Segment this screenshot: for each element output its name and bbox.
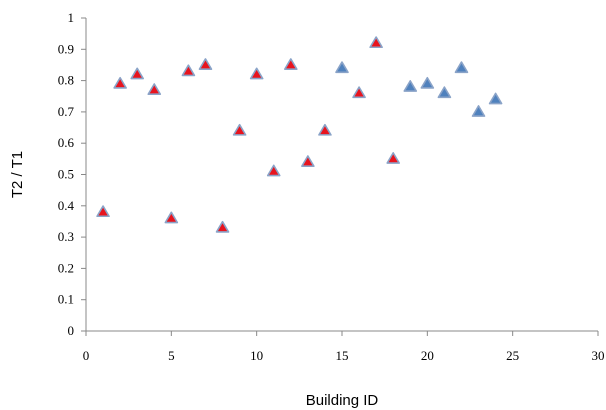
data-point bbox=[318, 123, 332, 136]
data-point bbox=[249, 67, 264, 80]
data-point bbox=[335, 61, 349, 74]
y-tick-label: 0.3 bbox=[58, 229, 74, 244]
x-tick-label: 0 bbox=[83, 348, 90, 363]
data-point bbox=[232, 123, 247, 136]
data-point bbox=[96, 205, 110, 218]
data-point bbox=[386, 152, 400, 164]
data-point bbox=[471, 105, 486, 117]
data-point bbox=[437, 86, 452, 99]
y-tick-label: 0.2 bbox=[58, 260, 74, 275]
data-point bbox=[420, 76, 435, 89]
data-point bbox=[164, 211, 179, 224]
y-tick-label: 0.9 bbox=[58, 41, 74, 56]
data-point bbox=[301, 155, 315, 167]
y-tick-label: 0.6 bbox=[58, 135, 75, 150]
data-points bbox=[96, 36, 503, 233]
data-point bbox=[369, 36, 383, 49]
x-tick-label: 5 bbox=[168, 348, 175, 363]
data-point bbox=[198, 58, 213, 70]
y-tick-label: 0 bbox=[68, 323, 75, 338]
y-tick-label: 0.7 bbox=[58, 104, 75, 119]
data-point bbox=[488, 92, 503, 105]
y-axis-title: T2 / T1 bbox=[9, 151, 26, 198]
x-ticks: 0 5 10 15 20 25 30 bbox=[83, 331, 605, 363]
x-tick-label: 20 bbox=[421, 348, 434, 363]
data-point bbox=[181, 64, 196, 77]
data-point bbox=[130, 67, 144, 80]
x-tick-label: 30 bbox=[592, 348, 605, 363]
x-axis-title: Building ID bbox=[306, 392, 379, 409]
data-point bbox=[403, 80, 418, 92]
data-point bbox=[284, 58, 298, 70]
y-ticks: 0 0.1 0.2 0.3 0.4 0.5 0.6 0.7 0.8 0.9 1 bbox=[58, 10, 86, 338]
data-point bbox=[215, 220, 230, 233]
y-tick-label: 0.5 bbox=[58, 167, 74, 182]
x-tick-label: 15 bbox=[336, 348, 349, 363]
data-point bbox=[147, 83, 162, 95]
y-tick-label: 0.4 bbox=[58, 198, 75, 213]
data-point bbox=[113, 76, 127, 89]
y-tick-label: 1 bbox=[68, 10, 75, 25]
data-point bbox=[454, 61, 469, 74]
y-tick-label: 0.1 bbox=[58, 292, 74, 307]
x-tick-label: 10 bbox=[250, 348, 263, 363]
x-tick-label: 25 bbox=[506, 348, 519, 363]
data-point bbox=[266, 164, 281, 177]
data-point bbox=[352, 86, 366, 99]
y-tick-label: 0.8 bbox=[58, 73, 74, 88]
